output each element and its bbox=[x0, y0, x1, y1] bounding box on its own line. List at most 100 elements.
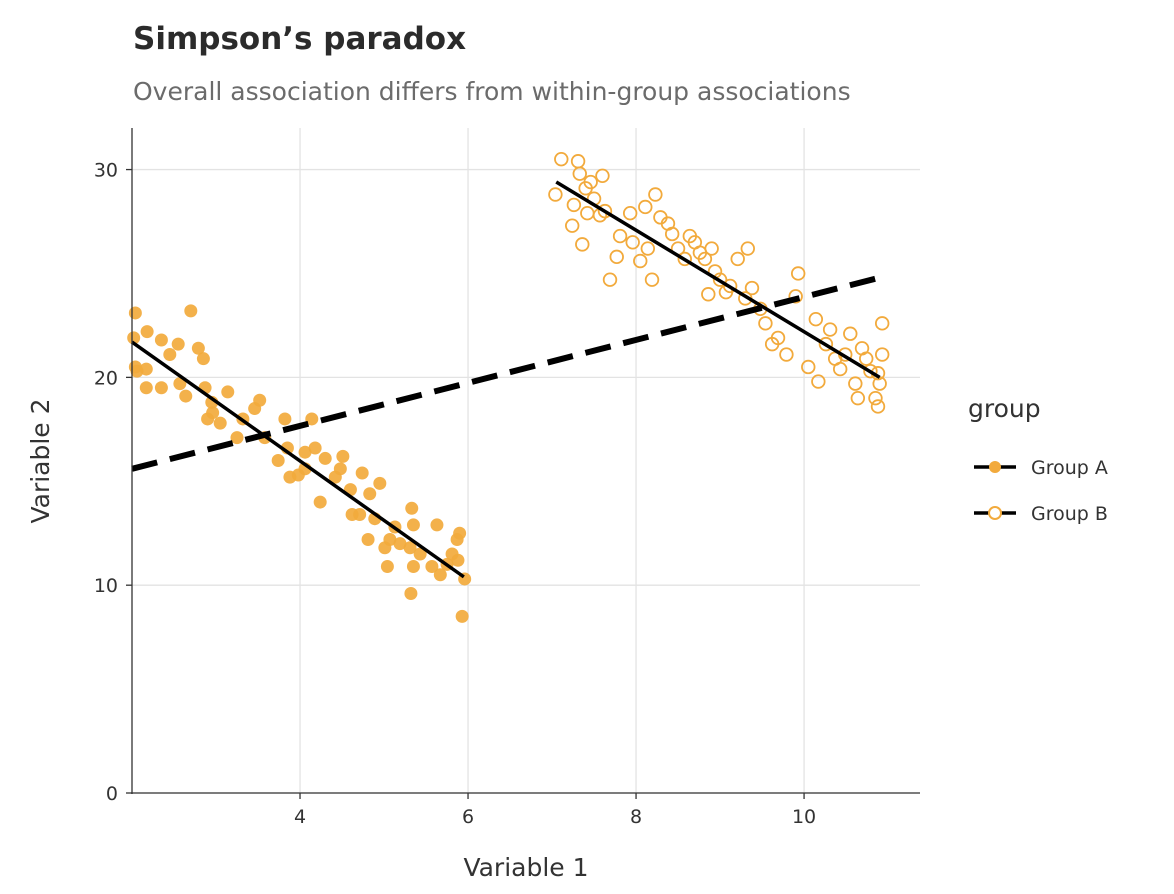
data-point-group-b bbox=[863, 363, 878, 379]
tick-labels: 4 6 8 10 0 10 20 30 bbox=[94, 160, 816, 828]
data-point-group-b bbox=[622, 206, 638, 221]
data-point-group-b bbox=[572, 166, 587, 181]
data-point-group-b bbox=[570, 154, 586, 169]
fit-lines bbox=[130, 180, 881, 579]
x-axis-label: Variable 1 bbox=[463, 853, 588, 882]
data-point-group-b bbox=[811, 374, 826, 389]
data-point-group-b bbox=[609, 249, 624, 265]
data-point-group-b bbox=[730, 251, 745, 267]
data-point-group-a bbox=[298, 445, 312, 459]
data-point-group-b bbox=[790, 266, 806, 281]
data-point-group-a bbox=[278, 412, 292, 426]
data-point-group-a bbox=[363, 487, 377, 501]
data-point-group-b bbox=[832, 361, 848, 377]
data-point-group-b bbox=[566, 197, 582, 213]
data-point-group-a bbox=[184, 304, 198, 318]
data-point-group-b bbox=[612, 228, 628, 244]
x-tick-label: 6 bbox=[462, 806, 474, 828]
data-point-group-b bbox=[801, 359, 816, 375]
data-point-group-a bbox=[154, 333, 168, 347]
data-point-group-a bbox=[403, 541, 417, 555]
data-point-group-b bbox=[575, 237, 590, 252]
data-point-group-a bbox=[413, 547, 427, 561]
data-point-group-b bbox=[740, 241, 755, 256]
legend-marker-open-circle bbox=[988, 506, 1002, 520]
points-layer bbox=[127, 151, 890, 623]
y-tick-label: 0 bbox=[106, 783, 118, 805]
data-point-group-b bbox=[788, 289, 803, 304]
gridlines bbox=[132, 128, 920, 794]
data-point-group-a bbox=[433, 568, 447, 582]
data-point-group-b bbox=[548, 187, 563, 202]
data-point-group-a bbox=[380, 559, 394, 573]
data-point-group-a bbox=[308, 441, 322, 455]
data-point-group-b bbox=[808, 311, 824, 327]
data-point-group-b bbox=[677, 251, 692, 267]
y-axis-label: Variable 2 bbox=[26, 398, 55, 523]
data-point-group-a bbox=[336, 449, 350, 463]
data-point-group-a bbox=[383, 532, 397, 546]
data-point-group-b bbox=[779, 347, 794, 362]
fit-line-group-a bbox=[130, 340, 465, 579]
data-point-group-a bbox=[430, 518, 444, 532]
data-point-group-b bbox=[701, 287, 716, 302]
data-point-group-b bbox=[602, 272, 618, 287]
data-point-group-a bbox=[271, 454, 285, 467]
y-tick-label: 20 bbox=[94, 367, 118, 389]
data-point-group-b bbox=[874, 347, 890, 362]
data-point-group-a bbox=[139, 362, 153, 376]
data-point-group-b bbox=[744, 280, 760, 296]
data-point-group-b bbox=[758, 316, 773, 331]
data-point-group-a bbox=[206, 406, 220, 420]
data-point-group-a bbox=[163, 348, 177, 362]
legend-marker-filled-circle bbox=[989, 461, 1001, 473]
data-point-group-a bbox=[139, 381, 153, 395]
data-point-group-b bbox=[859, 351, 874, 366]
fit-line-group-b bbox=[555, 180, 881, 379]
legend-item-group-a: Group A bbox=[974, 457, 1108, 479]
data-point-group-a bbox=[179, 389, 193, 403]
legend-label: Group B bbox=[1031, 503, 1108, 525]
data-point-group-a bbox=[406, 559, 420, 573]
data-point-group-a bbox=[305, 412, 319, 426]
legend: group Group A Group B bbox=[968, 394, 1108, 525]
data-point-group-b bbox=[597, 203, 613, 219]
data-point-group-b bbox=[712, 272, 728, 287]
axes bbox=[131, 128, 920, 794]
data-point-group-b bbox=[704, 241, 719, 256]
data-point-group-a bbox=[406, 518, 420, 532]
data-point-group-a bbox=[355, 466, 369, 480]
data-point-group-b bbox=[850, 390, 866, 406]
data-point-group-b bbox=[625, 235, 640, 250]
data-point-group-b bbox=[595, 168, 610, 183]
x-tick-label: 8 bbox=[630, 806, 642, 828]
data-point-group-a bbox=[425, 559, 439, 573]
data-point-group-b bbox=[554, 151, 569, 167]
data-point-group-b bbox=[583, 174, 598, 190]
data-point-group-b bbox=[640, 241, 656, 256]
data-point-group-b bbox=[722, 278, 738, 294]
data-point-group-a bbox=[128, 306, 142, 320]
legend-label: Group A bbox=[1031, 457, 1108, 479]
data-point-group-a bbox=[230, 431, 244, 445]
data-point-group-b bbox=[848, 376, 863, 391]
data-point-group-b bbox=[874, 316, 890, 331]
data-point-group-a bbox=[318, 451, 332, 465]
data-point-group-a bbox=[171, 337, 185, 351]
data-point-group-b bbox=[648, 187, 663, 202]
y-tick-label: 10 bbox=[94, 575, 118, 597]
data-point-group-b bbox=[870, 399, 886, 414]
data-point-group-b bbox=[644, 272, 660, 287]
data-point-group-b bbox=[770, 330, 786, 346]
data-point-group-a bbox=[127, 331, 141, 345]
chart-title: Simpson’s paradox bbox=[133, 21, 466, 57]
data-point-group-a bbox=[221, 385, 235, 399]
legend-title: group bbox=[968, 394, 1041, 423]
data-point-group-b bbox=[818, 336, 834, 352]
data-point-group-a bbox=[191, 341, 205, 355]
data-point-group-a bbox=[333, 462, 347, 476]
data-point-group-b bbox=[638, 199, 653, 215]
legend-item-group-b: Group B bbox=[974, 503, 1108, 525]
y-tick-label: 30 bbox=[94, 160, 118, 182]
data-point-group-a bbox=[253, 393, 267, 407]
